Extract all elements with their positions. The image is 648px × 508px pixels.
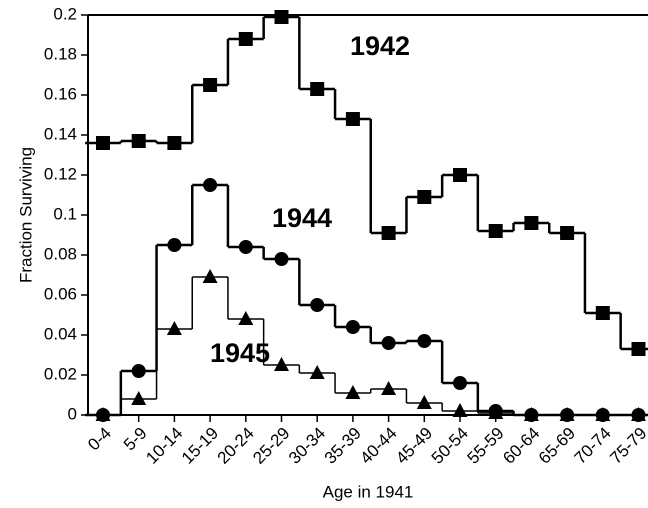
marker (203, 178, 218, 192)
marker (96, 136, 110, 150)
series-label: 1944 (272, 203, 332, 233)
marker (381, 381, 397, 395)
x-tick-label: 45-49 (392, 424, 436, 468)
marker (595, 407, 611, 421)
marker (488, 405, 504, 419)
x-tick-label: 60-64 (499, 424, 543, 468)
y-tick-label: 0.02 (44, 364, 77, 383)
marker (560, 226, 575, 240)
marker (309, 365, 325, 379)
marker (310, 298, 325, 312)
marker (95, 407, 111, 421)
x-tick-label: 70-74 (571, 424, 615, 468)
marker (523, 407, 539, 421)
marker (238, 311, 254, 325)
x-tick-label: 30-34 (285, 424, 329, 468)
marker (381, 226, 396, 240)
marker (453, 168, 467, 182)
marker (131, 391, 147, 405)
marker (345, 385, 361, 399)
x-axis-label: Age in 1941 (323, 482, 414, 501)
marker (524, 216, 539, 230)
y-tick-label: 0.04 (44, 324, 77, 343)
marker (310, 82, 325, 96)
marker (203, 78, 218, 92)
marker (417, 334, 432, 348)
marker (167, 136, 182, 150)
y-tick-label: 0.2 (53, 4, 77, 23)
marker (595, 306, 610, 320)
y-tick-label: 0.08 (44, 244, 77, 263)
marker (274, 357, 289, 371)
x-tick-label: 10-14 (142, 424, 186, 468)
marker (416, 395, 432, 409)
y-tick-label: 0.18 (44, 44, 77, 63)
y-tick-label: 0.16 (44, 84, 77, 103)
marker (166, 321, 182, 335)
x-tick-label: 65-69 (535, 424, 579, 468)
marker (488, 224, 503, 238)
x-tick-label: 0-4 (84, 424, 115, 455)
x-tick-label: 55-59 (464, 424, 508, 468)
marker (417, 190, 432, 204)
series-label: 1945 (210, 338, 270, 368)
y-axis-label: Fraction Surviving (16, 147, 35, 283)
marker (559, 407, 575, 421)
marker (238, 32, 253, 46)
marker (131, 364, 146, 378)
x-tick-label: 50-54 (428, 424, 472, 468)
y-tick-label: 0.1 (53, 204, 77, 223)
y-tick-label: 0.14 (44, 124, 77, 143)
marker (453, 376, 467, 390)
x-tick-label: 25-29 (249, 424, 293, 468)
marker (274, 10, 289, 24)
marker (202, 269, 218, 283)
y-tick-label: 0 (68, 404, 77, 423)
y-tick-label: 0.12 (44, 164, 77, 183)
x-tick-label: 75-79 (606, 424, 648, 468)
marker (345, 320, 360, 334)
x-tick-label: 40-44 (356, 424, 400, 468)
marker (274, 252, 289, 266)
x-tick-label: 35-39 (321, 424, 365, 468)
marker (381, 336, 396, 350)
series-label: 1942 (350, 31, 410, 61)
marker (631, 407, 646, 421)
y-tick-label: 0.06 (44, 284, 77, 303)
marker (238, 240, 253, 254)
x-tick-label: 20-24 (214, 424, 258, 468)
marker (631, 342, 646, 356)
marker (167, 238, 182, 252)
marker (131, 134, 146, 148)
marker (452, 403, 468, 417)
marker (345, 112, 360, 126)
x-tick-label: 15-19 (178, 424, 222, 468)
